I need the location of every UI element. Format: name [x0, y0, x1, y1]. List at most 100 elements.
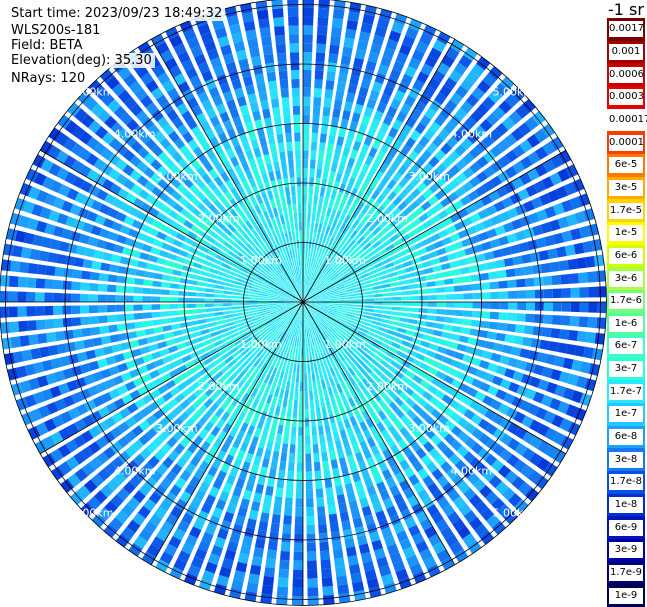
range-gate: [242, 75, 254, 87]
range-gate: [233, 230, 243, 239]
range-gate: [217, 430, 228, 442]
range-gate: [258, 326, 267, 334]
range-gate: [247, 255, 256, 263]
range-gate: [334, 264, 343, 272]
range-gate: [242, 141, 251, 152]
range-gate: [277, 341, 283, 350]
range-gate: [174, 393, 186, 404]
range-gate: [311, 299, 321, 301]
range-gate: [206, 317, 216, 323]
range-gate: [535, 407, 548, 420]
range-gate: [311, 304, 321, 308]
range-gate: [145, 102, 159, 115]
range-gate: [479, 359, 490, 370]
range-gate: [429, 169, 441, 181]
range-gate: [570, 228, 582, 241]
range-gate: [303, 0, 315, 8]
range-gate: [359, 440, 369, 452]
range-gate: [304, 328, 307, 338]
range-gate: [204, 387, 215, 397]
range-gate: [327, 246, 334, 256]
range-gate: [116, 275, 127, 284]
range-gate: [355, 413, 364, 424]
range-gate: [315, 270, 321, 279]
range-gate: [291, 195, 297, 205]
range-gate: [209, 402, 219, 413]
range-gate: [259, 466, 268, 477]
range-gate: [178, 309, 188, 316]
range-gate: [214, 356, 224, 365]
range-gate: [307, 560, 317, 570]
range-gate: [337, 288, 346, 293]
range-gate: [108, 324, 118, 333]
range-gate: [430, 257, 441, 266]
range-gate: [219, 206, 229, 216]
range-gate: [273, 442, 281, 452]
range-gate: [267, 209, 275, 219]
range-gate: [289, 308, 297, 315]
range-gate: [285, 298, 295, 301]
range-gate: [289, 177, 296, 187]
range-gate: [262, 231, 270, 241]
range-gate: [263, 494, 273, 505]
range-gate: [293, 240, 297, 250]
range-gate: [305, 489, 314, 499]
range-gate: [258, 306, 268, 309]
range-gate: [296, 295, 303, 302]
range-gate: [476, 56, 491, 71]
range-gate: [182, 265, 193, 272]
range-gate: [334, 251, 342, 260]
range-gate: [266, 321, 275, 329]
range-gate: [140, 72, 154, 86]
range-gate: [331, 238, 338, 248]
range-gate: [9, 321, 19, 333]
range-gate: [408, 474, 420, 486]
range-gate: [358, 86, 369, 98]
range-gate: [267, 323, 276, 331]
range-gate: [348, 500, 359, 511]
range-gate: [422, 188, 434, 199]
range-gate: [294, 302, 303, 304]
range-gate: [424, 55, 438, 68]
range-gate: [112, 197, 124, 209]
range-gate: [360, 215, 370, 225]
range-gate: [405, 27, 419, 40]
range-gate: [237, 152, 247, 164]
range-gate: [477, 208, 490, 220]
range-gate: [329, 306, 339, 309]
range-gate: [319, 291, 328, 296]
range-gate: [370, 445, 380, 456]
range-gate: [103, 218, 115, 229]
range-gate: [291, 426, 297, 436]
range-gate: [285, 380, 291, 391]
range-gate: [516, 359, 528, 371]
range-gate: [371, 342, 381, 350]
colorbar-label: 1.7e-6: [609, 293, 643, 310]
range-gate: [138, 132, 152, 145]
range-gate: [374, 215, 384, 226]
range-gate: [467, 366, 478, 376]
range-gate: [276, 397, 283, 407]
range-gate: [379, 373, 390, 383]
range-gate: [311, 268, 316, 277]
range-gate: [274, 387, 280, 397]
range-gate: [282, 524, 292, 534]
range-gate: [336, 266, 345, 274]
range-gate: [201, 531, 214, 544]
range-gate: [297, 194, 302, 204]
range-gate: [288, 279, 294, 287]
range-gate: [322, 169, 329, 180]
colorbar-label: 1e-7: [609, 406, 643, 423]
range-gate: [419, 114, 432, 127]
range-gate: [386, 106, 398, 118]
range-gate: [354, 285, 364, 290]
range-gate: [485, 204, 498, 216]
range-gate: [490, 399, 502, 411]
range-gate: [435, 519, 449, 532]
range-gate: [400, 403, 411, 414]
range-gate: [448, 178, 460, 190]
range-gate: [273, 17, 285, 27]
range-gate: [411, 235, 422, 244]
range-gate: [290, 317, 295, 326]
range-gate: [364, 287, 374, 292]
